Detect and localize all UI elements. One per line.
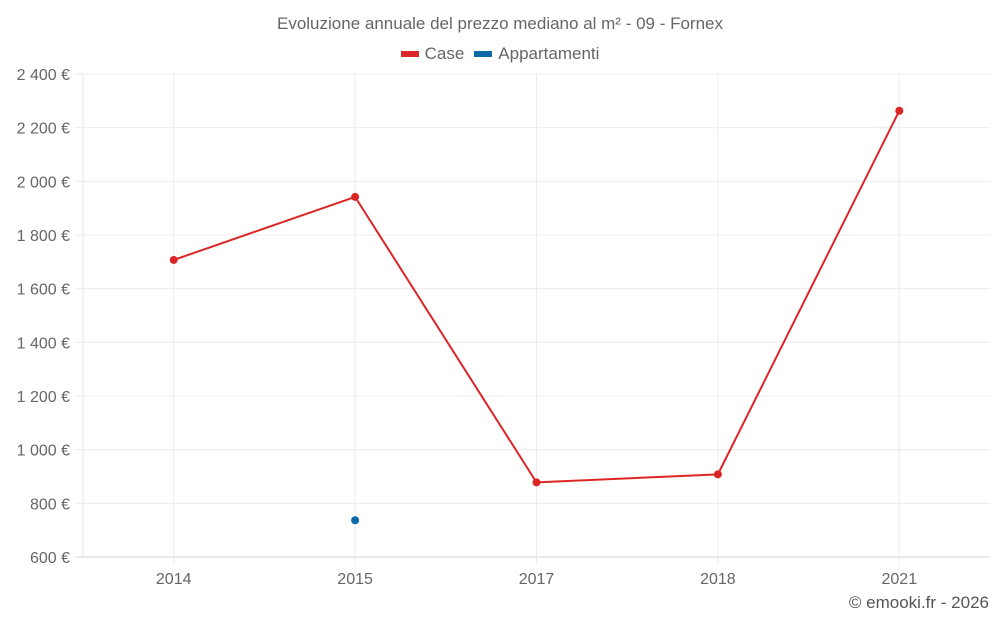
y-tick-label: 1 600 € xyxy=(17,282,70,299)
x-tick-label: 2018 xyxy=(700,571,736,588)
y-tick-label: 2 000 € xyxy=(17,174,70,191)
legend-item-case[interactable]: Case xyxy=(400,44,465,64)
legend: Case Appartamenti xyxy=(0,44,1000,64)
data-point-case[interactable] xyxy=(895,106,904,115)
legend-item-appartamenti[interactable]: Appartamenti xyxy=(474,44,599,64)
x-tick-label: 2021 xyxy=(882,571,918,588)
y-tick-label: 2 400 € xyxy=(17,67,70,84)
legend-label-appartamenti: Appartamenti xyxy=(498,44,600,63)
y-axis: 600 € 800 € 1 000 € 1 200 € 1 400 € 1 600 € 1 … xyxy=(17,67,70,567)
data-point-appartamenti[interactable] xyxy=(351,516,360,525)
y-tick-label: 800 € xyxy=(30,496,70,513)
legend-label-case: Case xyxy=(424,44,465,63)
credit: © emooki.fr - 2026 xyxy=(848,593,989,612)
legend-swatch-appartamenti xyxy=(474,51,493,57)
x-tick-label: 2014 xyxy=(156,571,192,588)
y-tick-label: 600 € xyxy=(30,550,70,567)
grid xyxy=(75,73,990,565)
y-tick-label: 1 400 € xyxy=(17,335,70,352)
data-point-case[interactable] xyxy=(532,478,541,487)
x-tick-label: 2017 xyxy=(519,571,555,588)
y-tick-label: 2 200 € xyxy=(17,121,70,138)
series xyxy=(169,106,904,525)
data-point-case[interactable] xyxy=(713,470,722,479)
data-point-case[interactable] xyxy=(351,192,360,201)
chart-title: Evoluzione annuale del prezzo mediano al… xyxy=(276,14,724,33)
data-point-case[interactable] xyxy=(169,255,178,264)
y-tick-label: 1 200 € xyxy=(17,389,70,406)
x-tick-label: 2015 xyxy=(337,571,373,588)
y-tick-label: 1 800 € xyxy=(17,228,70,245)
legend-swatch-case xyxy=(400,51,419,57)
x-axis: 2014 2015 2017 2018 2021 xyxy=(156,571,917,588)
y-tick-label: 1 000 € xyxy=(17,443,70,460)
